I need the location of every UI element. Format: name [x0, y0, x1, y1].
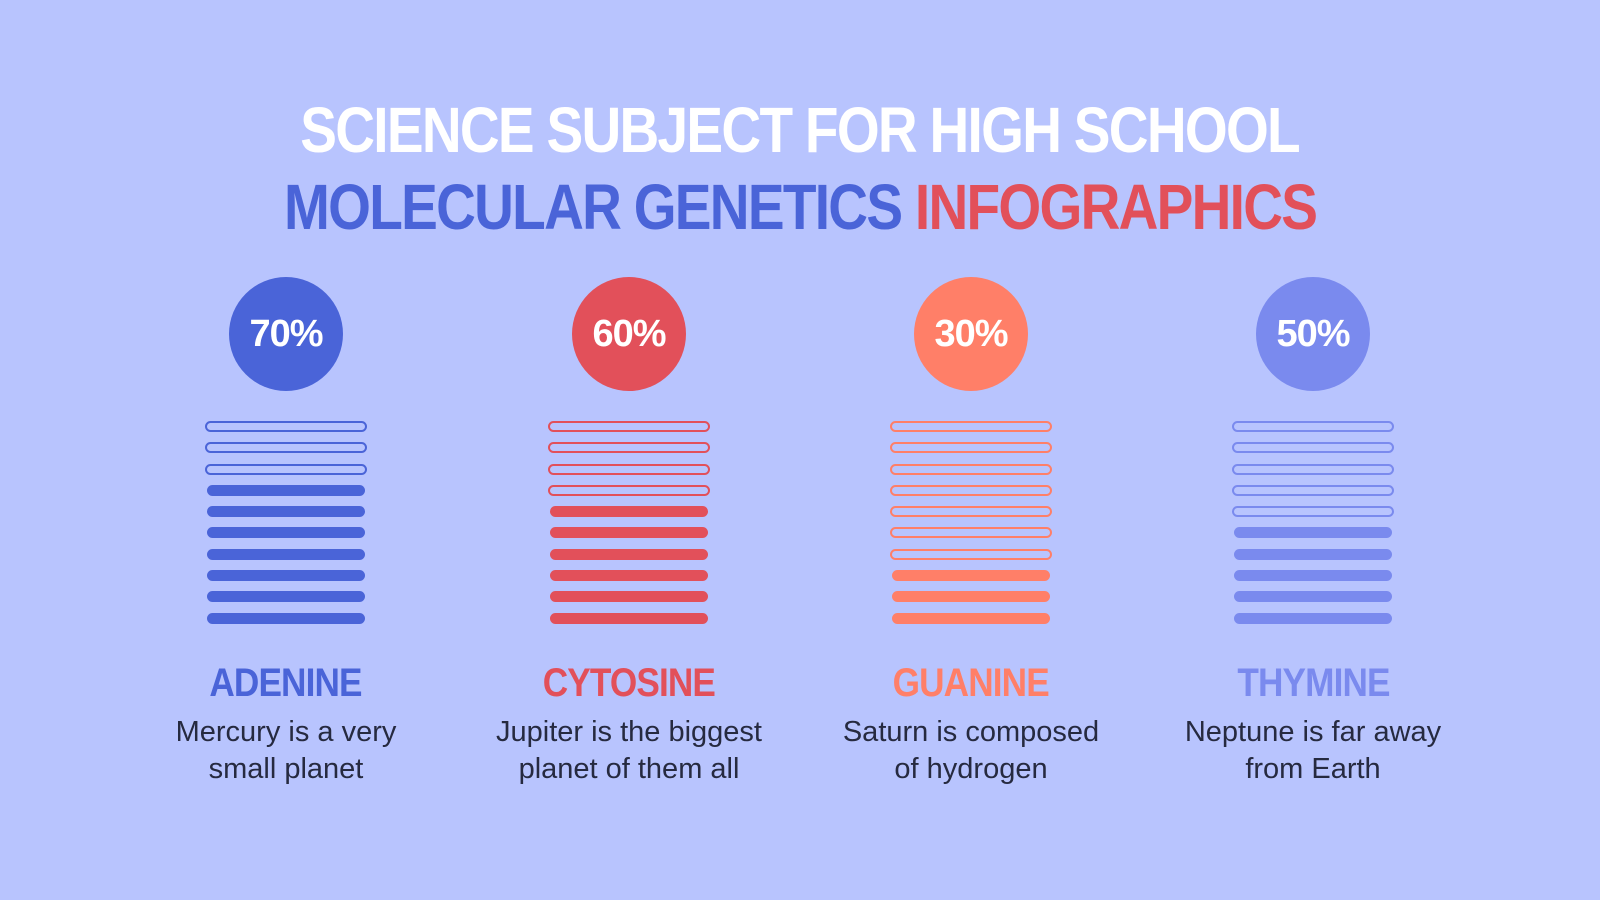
filled-segment: [550, 591, 708, 603]
percent-badge-cytosine: 60%: [572, 277, 686, 391]
filled-segment: [207, 484, 365, 496]
empty-segment: [205, 442, 367, 454]
column-cytosine: 60% CYTOSINE Jupiter is the biggest plan…: [459, 277, 799, 788]
filled-segment: [207, 612, 365, 624]
description-guanine: Saturn is composed of hydrogen: [842, 715, 1100, 785]
empty-segment: [890, 506, 1052, 518]
percent-badge-thymine: 50%: [1256, 277, 1370, 391]
empty-segment: [890, 548, 1052, 560]
percent-badge-adenine: 70%: [229, 277, 343, 391]
description-cytosine: Jupiter is the biggest planet of them al…: [496, 715, 762, 785]
empty-segment: [1232, 484, 1394, 496]
filled-segment: [550, 612, 708, 624]
base-name-adenine: ADENINE: [209, 660, 363, 705]
empty-segment: [548, 463, 710, 475]
percent-value: 30%: [934, 312, 1008, 355]
filled-segment: [550, 527, 708, 539]
filled-segment: [1234, 570, 1392, 582]
filled-segment: [207, 591, 365, 603]
segment-bar-adenine: [205, 421, 367, 624]
title-infographics: INFOGRAPHICS: [914, 171, 1318, 243]
column-adenine: 70% ADENINE Mercury is a very small plan…: [116, 277, 456, 788]
filled-segment: [892, 612, 1050, 624]
empty-segment: [205, 421, 367, 432]
segment-bar-cytosine: [548, 421, 710, 624]
empty-segment: [890, 527, 1052, 539]
filled-segment: [207, 570, 365, 582]
empty-segment: [890, 484, 1052, 496]
empty-segment: [890, 463, 1052, 475]
segment-bar-thymine: [1232, 421, 1394, 624]
column-guanine: 30% GUANINE Saturn is composed of hydrog…: [801, 277, 1141, 788]
filled-segment: [1234, 612, 1392, 624]
title-line-1: SCIENCE SUBJECT FOR HIGH SCHOOL: [0, 92, 1600, 168]
base-name-guanine: GUANINE: [892, 660, 1050, 705]
filled-segment: [1234, 548, 1392, 560]
filled-segment: [892, 591, 1050, 603]
percent-value: 70%: [249, 312, 323, 355]
title-line-1-text: SCIENCE SUBJECT FOR HIGH SCHOOL: [300, 94, 1301, 166]
filled-segment: [892, 570, 1050, 582]
base-name-cytosine: CYTOSINE: [542, 660, 716, 705]
empty-segment: [1232, 442, 1394, 454]
title-molecular-genetics: MOLECULAR GENETICS: [283, 171, 903, 243]
filled-segment: [550, 506, 708, 518]
description-thymine: Neptune is far away from Earth: [1184, 715, 1442, 785]
filled-segment: [1234, 591, 1392, 603]
empty-segment: [890, 421, 1052, 432]
base-name-thymine: THYMINE: [1236, 660, 1390, 705]
empty-segment: [1232, 506, 1394, 518]
empty-segment: [1232, 421, 1394, 432]
filled-segment: [207, 527, 365, 539]
filled-segment: [1234, 527, 1392, 539]
empty-segment: [548, 484, 710, 496]
percent-value: 60%: [592, 312, 666, 355]
description-adenine: Mercury is a very small planet: [175, 715, 397, 785]
empty-segment: [548, 442, 710, 454]
empty-segment: [890, 442, 1052, 454]
percent-badge-guanine: 30%: [914, 277, 1028, 391]
segment-bar-guanine: [890, 421, 1052, 624]
title-line-2: MOLECULAR GENETICS INFOGRAPHICS: [0, 169, 1600, 245]
column-thymine: 50% THYMINE Neptune is far away from Ear…: [1143, 277, 1483, 788]
filled-segment: [207, 548, 365, 560]
percent-value: 50%: [1276, 312, 1350, 355]
empty-segment: [205, 463, 367, 475]
filled-segment: [550, 570, 708, 582]
empty-segment: [548, 421, 710, 432]
empty-segment: [1232, 463, 1394, 475]
filled-segment: [207, 506, 365, 518]
filled-segment: [550, 548, 708, 560]
